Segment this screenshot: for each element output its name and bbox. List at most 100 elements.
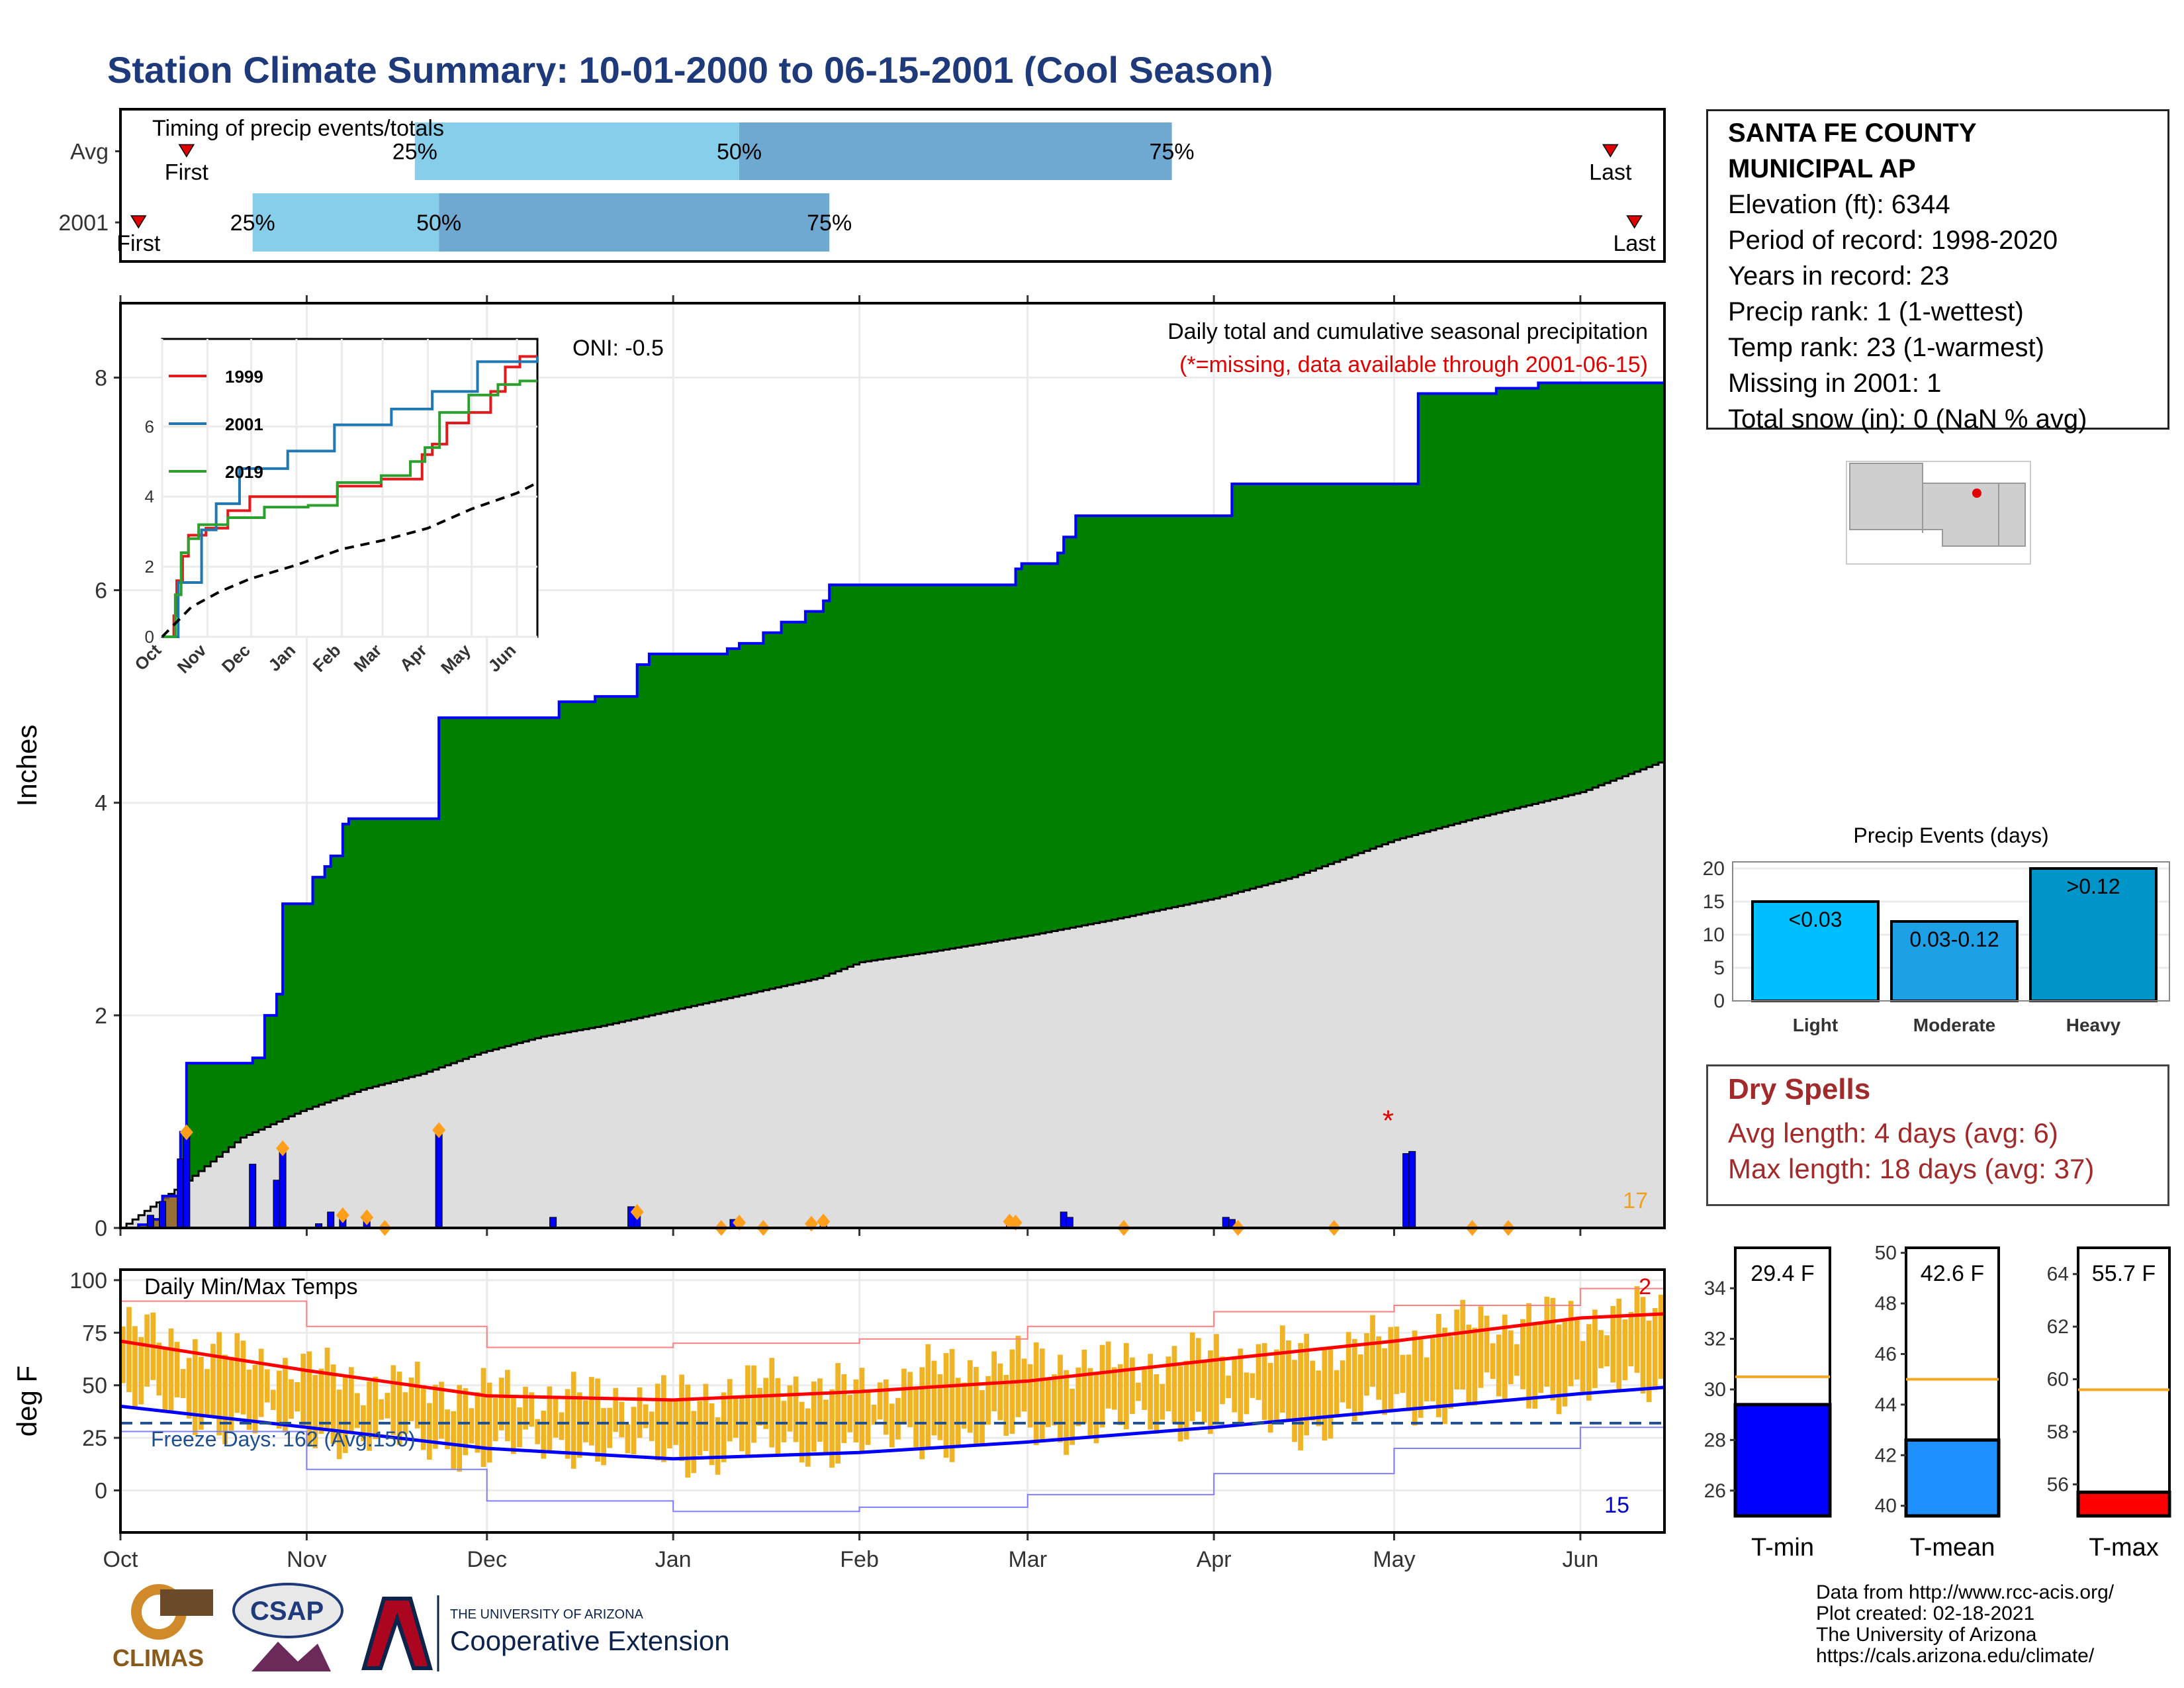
cumulative-precip-line	[120, 377, 1666, 1229]
temp-daily-bar-131	[907, 1372, 913, 1428]
events-ytick-3: 15	[1703, 891, 1725, 913]
daily-precip-bar-25	[1402, 1153, 1410, 1229]
temp-daily-bar-58	[469, 1408, 475, 1444]
temp-daily-bar-25	[270, 1389, 276, 1411]
temp-daily-bar-107	[763, 1378, 769, 1429]
timing-first-label-2001: First	[116, 231, 161, 256]
temp-daily-bar-228	[1490, 1343, 1496, 1380]
temp-daily-bar-0	[120, 1326, 126, 1383]
precip-panel-subtitle: (*=missing, data available through 2001-…	[1179, 352, 1648, 377]
temp-daily-bar-151	[1027, 1364, 1033, 1428]
temp-daily-bar-223	[1460, 1299, 1466, 1390]
temp-mean-category-2: T-max	[2089, 1534, 2159, 1562]
temp-ytick-label-2: 50	[82, 1374, 107, 1399]
temp-daily-bar-176	[1177, 1366, 1183, 1442]
temp-daily-bar-13	[199, 1356, 204, 1430]
temp-daily-bar-206	[1358, 1354, 1363, 1416]
temp-daily-bar-108	[769, 1358, 775, 1448]
logos-area: CLIMAS CSAP THE UNIVERSITY OF ARIZONA Co…	[113, 1583, 730, 1671]
temp-daily-bar-216	[1418, 1338, 1424, 1418]
temp-daily-bar-35	[330, 1364, 336, 1444]
temp-daily-bar-81	[607, 1407, 613, 1448]
temp-mean-ytick-label-0-0: 26	[1704, 1480, 1726, 1502]
temp-daily-bar-145	[991, 1351, 997, 1412]
temp-daily-bar-77	[582, 1400, 588, 1442]
station-snow: Total snow (in): 0 (NaN % avg)	[1728, 404, 2087, 434]
temp-daily-bar-66	[517, 1407, 522, 1448]
record-min-line	[120, 1417, 1665, 1513]
temp-daily-bar-128	[889, 1403, 895, 1448]
temp-daily-bar-121	[847, 1395, 853, 1432]
temp-daily-bar-29	[295, 1382, 300, 1412]
temp-daily-bar-185	[1232, 1356, 1238, 1413]
station-period: Period of record: 1998-2020	[1728, 226, 2058, 255]
temp-daily-bar-171	[1148, 1354, 1154, 1430]
temp-daily-bar-233	[1520, 1319, 1525, 1389]
temp-daily-bar-234	[1526, 1303, 1531, 1409]
temp-mean-ytick-label-0-4: 34	[1704, 1278, 1726, 1299]
temp-daily-bar-224	[1466, 1325, 1472, 1404]
month-label-Jan: Jan	[655, 1547, 692, 1572]
temp-daily-bar-117	[823, 1399, 829, 1452]
station-name-line2: MUNICIPAL AP	[1728, 154, 1916, 183]
credits-university: The University of Arizona	[1816, 1624, 2037, 1646]
timing-last-marker-2001	[1626, 215, 1643, 229]
side-panels-canvas: 7.99 in0.02.55.07.5Precip47 days0204060R…	[1703, 461, 2171, 1562]
locator-states	[1849, 463, 2026, 547]
temp-daily-bar-155	[1052, 1374, 1057, 1426]
temp-daily-bar-250	[1622, 1319, 1628, 1381]
temp-ylabel: deg F	[11, 1366, 42, 1436]
temp-daily-bar-94	[685, 1384, 691, 1478]
timing-last-label-Avg: Last	[1589, 160, 1632, 185]
temp-daily-bar-71	[547, 1386, 553, 1452]
temp-mean-category-1: T-mean	[1910, 1534, 1995, 1562]
temp-daily-bar-138	[949, 1348, 955, 1462]
daily-precip-bar-0	[146, 1215, 154, 1229]
temp-daily-bar-63	[498, 1378, 504, 1430]
temp-mean-ytick-label-1-5: 50	[1875, 1243, 1897, 1264]
temp-daily-bar-130	[901, 1368, 907, 1425]
temp-daily-bar-239	[1556, 1324, 1562, 1415]
temp-daily-bar-180	[1202, 1361, 1207, 1423]
events-ytick-0: 0	[1713, 990, 1725, 1012]
temp-daily-bar-37	[342, 1377, 348, 1454]
temp-ytick-label-3: 75	[82, 1321, 107, 1346]
temp-mean-value-0: 29.4 F	[1751, 1261, 1814, 1286]
timing-row-label-2001: 2001	[58, 211, 109, 236]
inset-series-2019	[162, 379, 537, 638]
temp-daily-bar-80	[601, 1408, 606, 1466]
temp-daily-bar-91	[667, 1399, 672, 1449]
temp-daily-bar-97	[703, 1383, 709, 1452]
temp-daily-bar-6	[156, 1342, 162, 1396]
locator-map	[1846, 461, 2031, 565]
temp-daily-bar-9	[174, 1342, 180, 1397]
inset-ytick-3: 6	[145, 416, 154, 436]
temp-daily-bar-150	[1021, 1358, 1027, 1412]
temp-daily-bar-174	[1165, 1356, 1171, 1411]
temp-mean-ytick-label-2-0: 56	[2047, 1474, 2069, 1495]
temp-mean-ytick-label-1-2: 44	[1875, 1394, 1897, 1416]
temp-daily-bar-111	[787, 1385, 793, 1432]
temp-ytick-label-4: 100	[69, 1268, 107, 1293]
temp-daily-bar-141	[967, 1360, 973, 1433]
temp-daily-bar-114	[805, 1408, 811, 1467]
temp-daily-bar-213	[1400, 1354, 1406, 1393]
missing-data-marker: *	[1383, 1104, 1394, 1137]
temp-panel-border	[119, 1268, 1666, 1534]
temp-daily-bar-100	[721, 1392, 727, 1462]
temp-daily-bar-129	[895, 1397, 901, 1440]
temp-daily-bar-210	[1382, 1348, 1388, 1415]
temp-daily-bar-46	[396, 1372, 402, 1445]
temp-daily-bar-4	[144, 1314, 150, 1387]
temp-daily-bar-26	[277, 1370, 282, 1429]
temp-daily-bar-53	[439, 1382, 444, 1439]
temp-daily-bar-229	[1496, 1335, 1502, 1397]
temp-daily-bar-197	[1304, 1333, 1310, 1436]
temp-daily-bar-160	[1081, 1349, 1087, 1424]
temp-daily-bar-15	[210, 1344, 216, 1418]
normal-cumulative-area	[120, 760, 1666, 1229]
precip-event-category-1: Moderate	[1913, 1015, 1995, 1035]
temp-daily-bar-28	[289, 1379, 294, 1419]
temp-mean-value-1: 42.6 F	[1921, 1261, 1984, 1286]
temp-daily-bar-217	[1424, 1357, 1430, 1402]
